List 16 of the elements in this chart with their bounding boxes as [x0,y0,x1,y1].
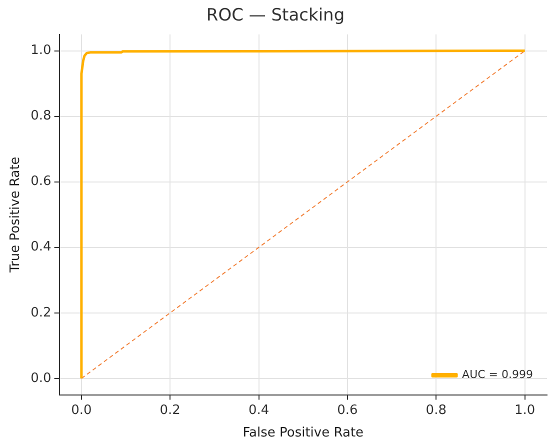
y-tick-label: 0.8 [30,108,52,124]
x-tick-label: 0.6 [337,402,358,418]
y-tick-label: 0.6 [30,174,52,190]
x-tick-label: 0.8 [426,402,446,418]
legend-label: AUC = 0.999 [462,368,534,382]
x-tick-label: 0.0 [71,402,92,418]
x-tick-label: 1.0 [514,402,536,418]
x-tick-label: 0.2 [160,402,180,418]
y-tick-label: 0.4 [30,240,52,255]
y-tick-label: 0.0 [30,370,52,386]
y-tick-label: 0.2 [30,305,52,320]
x-tick-label: 0.4 [248,402,270,418]
chart-title: ROC — Stacking [206,6,345,26]
y-tick-label: 1.0 [30,43,52,58]
y-axis-title: True Positive Rate [8,156,24,274]
x-axis-title: False Positive Rate [242,426,364,441]
